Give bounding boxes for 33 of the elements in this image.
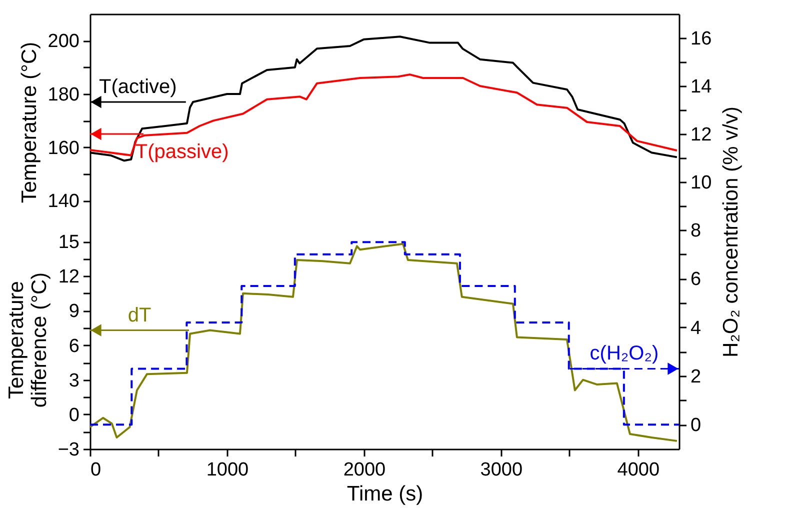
y-tick-label: 140 bbox=[48, 191, 80, 212]
annotation: dT bbox=[128, 304, 152, 326]
annotation: T(active) bbox=[99, 76, 177, 98]
y2-tick-label: 4 bbox=[690, 318, 702, 339]
x-tick-label: 1000 bbox=[206, 460, 249, 480]
x-tick-label: 2000 bbox=[343, 460, 386, 480]
y2-tick-label: 16 bbox=[690, 28, 712, 50]
y-tick-label: 9 bbox=[68, 301, 80, 322]
y2-tick-label: 10 bbox=[690, 172, 712, 194]
y2-tick-label: 14 bbox=[690, 76, 712, 98]
y-tick-label: 0 bbox=[68, 404, 80, 426]
x-axis-title: Time (s) bbox=[346, 482, 424, 506]
x-tick-label: 4000 bbox=[617, 460, 660, 480]
y-tick-label: 3 bbox=[68, 370, 80, 392]
x-tick-label: 3000 bbox=[480, 460, 523, 480]
y2-axis-title: H₂O₂ concentration (% v/v) bbox=[720, 106, 742, 358]
y-tick-label: 15 bbox=[58, 232, 80, 254]
y-tick-label: −3 bbox=[58, 440, 80, 460]
y-axis-title: Temperature (°C) bbox=[18, 42, 41, 204]
y2-tick-label: 12 bbox=[690, 124, 712, 146]
y-tick-label: 160 bbox=[48, 138, 80, 159]
y2-tick-label: 8 bbox=[690, 220, 702, 242]
y2-tick-label: 6 bbox=[690, 269, 702, 290]
y2-tick-label: 2 bbox=[690, 366, 702, 388]
annotation: c(H₂O₂) bbox=[590, 342, 659, 365]
y2-tick-label: 0 bbox=[690, 415, 702, 436]
y-axis-title: Temperature difference (°C) bbox=[4, 272, 51, 408]
annotation: T(passive) bbox=[135, 141, 229, 163]
y-tick-label: 12 bbox=[58, 266, 80, 288]
x-tick-label: 0 bbox=[90, 460, 102, 480]
y-tick-label: 180 bbox=[48, 84, 80, 106]
y-tick-label: 200 bbox=[48, 31, 80, 52]
y-tick-label: 6 bbox=[68, 336, 80, 357]
